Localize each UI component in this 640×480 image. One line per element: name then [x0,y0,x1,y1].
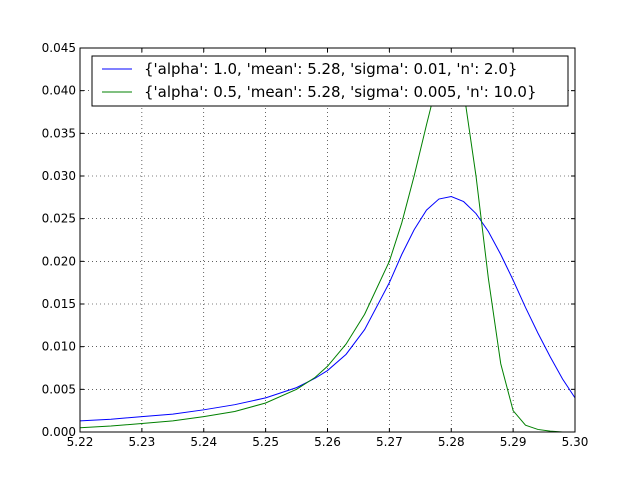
legend-box [91,55,569,107]
y-tick-label: 0.030 [42,169,76,183]
y-tick-label: 0.000 [42,425,76,439]
legend-label-2: {'alpha': 0.5, 'mean': 5.28, 'sigma': 0.… [144,83,537,101]
y-axis-tick-labels: 0.000 0.005 0.010 0.015 0.020 0.025 0.030 0.035… [42,41,76,439]
y-tick-label: 0.035 [42,126,76,140]
y-tick-label: 0.005 [42,382,76,396]
series-line-1 [80,195,575,422]
legend-label-1: {'alpha': 1.0, 'mean': 5.28, 'sigma': 0.… [144,60,517,78]
x-tick-label: 5.22 [67,435,94,449]
x-tick-label: 5.29 [500,435,527,449]
series-line-2 [80,55,575,432]
y-tick-label: 0.015 [42,297,76,311]
x-tick-label: 5.30 [562,435,589,449]
y-tick-label: 0.040 [42,84,76,98]
y-tick-label: 0.025 [42,212,76,226]
x-tick-label: 5.26 [314,435,341,449]
y-tick-label: 0.010 [42,340,76,354]
x-tick-label: 5.25 [252,435,279,449]
x-axis-tick-labels: 5.22 5.23 5.24 5.25 5.26 5.27 5.28 5.29 5.30 [67,435,589,449]
legend: {'alpha': 1.0, 'mean': 5.28, 'sigma': 0.… [91,55,569,107]
y-tick-label: 0.045 [42,41,76,55]
x-tick-label: 5.24 [190,435,217,449]
x-tick-label: 5.28 [438,435,465,449]
series-layer [80,55,575,432]
y-tick-label: 0.020 [42,254,76,268]
x-tick-label: 5.27 [376,435,403,449]
tick-marks [79,47,576,433]
x-tick-label: 5.23 [129,435,156,449]
